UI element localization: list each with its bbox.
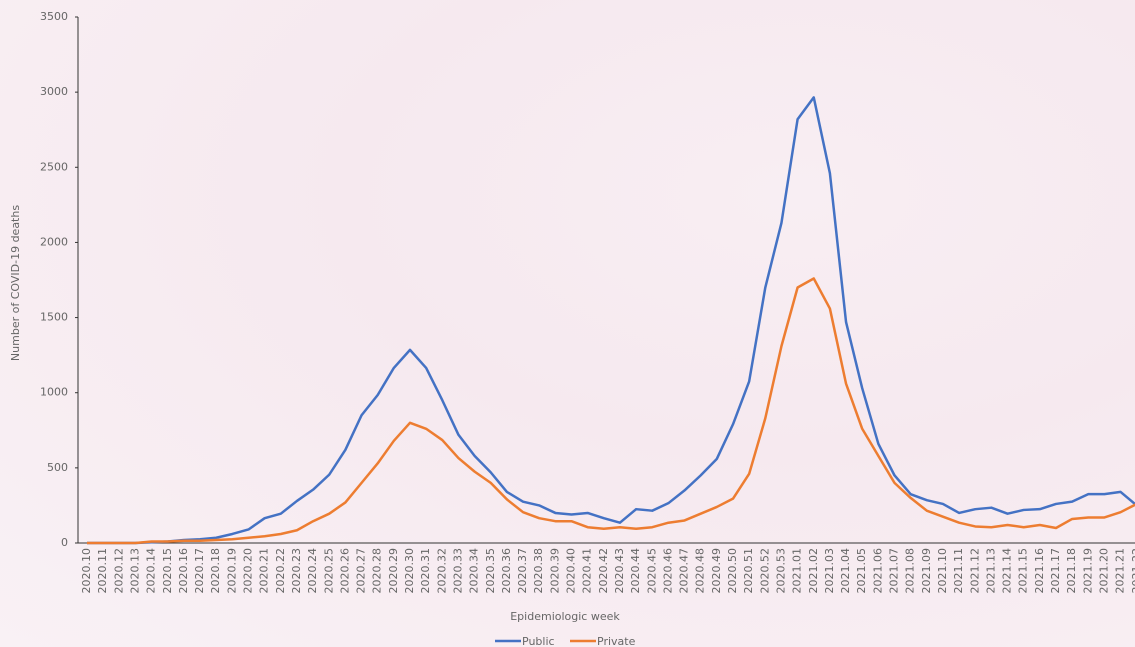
x-tick-label: 2021.07	[888, 548, 901, 594]
y-tick-label: 1000	[40, 386, 68, 399]
x-tick-label: 2020.13	[128, 548, 141, 594]
x-tick-label: 2020.29	[387, 548, 400, 594]
x-tick-label: 2020.24	[306, 548, 319, 594]
x-axis-title: Epidemiologic week	[510, 610, 620, 623]
x-tick-label: 2020.45	[645, 548, 658, 594]
y-tick-label: 1500	[40, 311, 68, 324]
x-tick-label: 2020.35	[484, 548, 497, 594]
y-tick-label: 0	[61, 536, 68, 549]
y-tick-label: 2500	[40, 160, 68, 173]
x-tick-label: 2020.11	[96, 548, 109, 594]
x-tick-label: 2021.02	[807, 548, 820, 594]
x-tick-label: 2021.18	[1065, 548, 1078, 594]
x-tick-label: 2021.17	[1049, 548, 1062, 594]
x-tick-label: 2020.25	[322, 548, 335, 594]
x-tick-label: 2020.10	[80, 548, 93, 594]
y-tick-label: 3000	[40, 85, 68, 98]
x-tick-label: 2020.44	[629, 548, 642, 594]
x-tick-label: 2020.40	[565, 548, 578, 594]
y-tick-label: 3500	[40, 10, 68, 23]
x-tick-label: 2021.01	[791, 548, 804, 594]
x-tick-label: 2020.43	[613, 548, 626, 594]
x-tick-label: 2020.21	[258, 548, 271, 594]
x-tick-label: 2020.12	[112, 548, 125, 594]
legend-label: Private	[597, 635, 636, 647]
x-tick-label: 2020.47	[678, 548, 691, 594]
x-tick-label: 2020.48	[694, 548, 707, 594]
x-tick-label: 2020.41	[581, 548, 594, 594]
x-tick-label: 2021.12	[968, 548, 981, 594]
x-tick-label: 2020.19	[225, 548, 238, 594]
y-tick-label: 2000	[40, 235, 68, 248]
page: Number of COVID-19 deaths Epidemiologic …	[0, 0, 1135, 647]
x-tick-label: 2020.31	[419, 548, 432, 594]
x-tick-label: 2021.15	[1017, 548, 1030, 594]
x-tick-label: 2021.09	[920, 548, 933, 594]
x-tick-label: 2020.18	[209, 548, 222, 594]
x-tick-label: 2020.46	[661, 548, 674, 594]
x-tick-label: 2021.14	[1001, 548, 1014, 594]
x-tick-label: 2020.23	[290, 548, 303, 594]
chart: Number of COVID-19 deaths Epidemiologic …	[0, 0, 1135, 647]
y-tick-label: 500	[47, 461, 68, 474]
x-tick-label: 2021.10	[936, 548, 949, 594]
x-tick-label: 2020.34	[468, 548, 481, 594]
x-tick-label: 2020.20	[242, 548, 255, 594]
x-tick-label: 2021.13	[984, 548, 997, 594]
x-tick-label: 2020.22	[274, 548, 287, 594]
x-tick-label: 2020.42	[597, 548, 610, 594]
series-line	[87, 278, 1135, 543]
x-tick-label: 2020.49	[710, 548, 723, 594]
x-tick-label: 2020.52	[758, 548, 771, 594]
x-tick-label: 2021.06	[871, 548, 884, 594]
x-tick-label: 2020.30	[403, 548, 416, 594]
x-tick-label: 2020.50	[726, 548, 739, 594]
x-tick-label: 2021.08	[904, 548, 917, 594]
x-tick-label: 2021.19	[1081, 548, 1094, 594]
x-tick-label: 2020.51	[742, 548, 755, 594]
x-tick-label: 2020.17	[193, 548, 206, 594]
legend-label: Public	[522, 635, 555, 647]
x-tick-label: 2020.53	[774, 548, 787, 594]
x-tick-label: 2020.15	[161, 548, 174, 594]
x-tick-label: 2020.28	[371, 548, 384, 594]
x-tick-label: 2021.03	[823, 548, 836, 594]
series-line	[87, 97, 1135, 543]
x-tick-label: 2021.11	[952, 548, 965, 594]
x-tick-label: 2020.27	[355, 548, 368, 594]
x-tick-label: 2020.16	[177, 548, 190, 594]
y-axis-title: Number of COVID-19 deaths	[9, 205, 22, 361]
x-tick-label: 2020.26	[338, 548, 351, 594]
x-tick-label: 2020.14	[145, 548, 158, 594]
x-tick-label: 2021.20	[1097, 548, 1110, 594]
x-tick-label: 2020.36	[500, 548, 513, 594]
x-tick-label: 2021.04	[839, 548, 852, 594]
x-tick-label: 2021.21	[1114, 548, 1127, 594]
x-tick-label: 2020.33	[451, 548, 464, 594]
x-tick-label: 2020.38	[532, 548, 545, 594]
x-tick-label: 2020.39	[548, 548, 561, 594]
x-tick-label: 2021.05	[855, 548, 868, 594]
x-tick-label: 2020.32	[435, 548, 448, 594]
x-tick-label: 2021.22	[1130, 548, 1135, 594]
x-tick-label: 2020.37	[516, 548, 529, 594]
x-tick-label: 2021.16	[1033, 548, 1046, 594]
